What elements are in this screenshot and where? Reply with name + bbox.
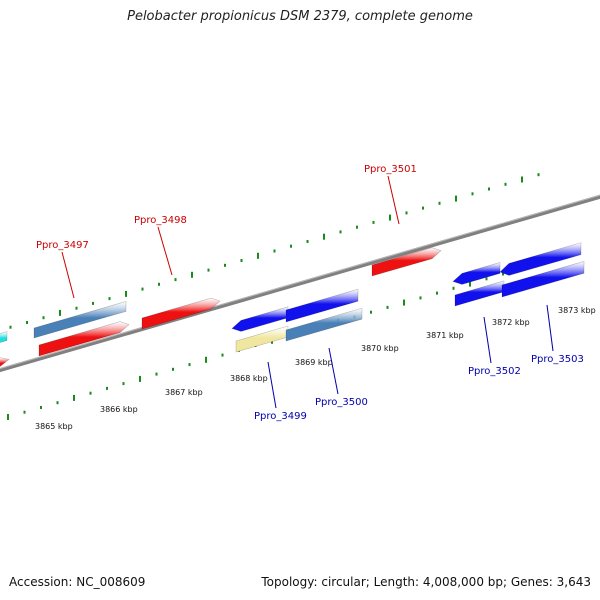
topology-summary: Topology: circular; Length: 4,008,000 bp… <box>261 575 591 589</box>
gene-label-ppro-3498: Ppro_3498 <box>134 215 187 226</box>
gene-reverse-arrow <box>231 306 289 332</box>
leader-line-ppro-3499 <box>267 361 277 409</box>
gene-ppro-3500-feature <box>285 307 363 342</box>
tick-label-3871: 3871 kbp <box>426 331 464 340</box>
gene-label-ppro-3501: Ppro_3501 <box>364 164 417 175</box>
gene-ppro-3502-feature <box>454 280 505 307</box>
gene-ppro-3498-feature <box>141 297 221 330</box>
gene-reverse-block <box>285 288 359 323</box>
leader-line-ppro-3498 <box>157 226 173 276</box>
tick-label-3870: 3870 kbp <box>361 344 399 353</box>
tick-label-3866: 3866 kbp <box>100 405 138 414</box>
genome-backbone-highlight <box>0 194 600 370</box>
gene-label-ppro-3502: Ppro_3502 <box>468 366 521 377</box>
tick-label-3865: 3865 kbp <box>35 422 73 431</box>
gene-partial-arrow <box>0 357 10 367</box>
gene-label-ppro-3497: Ppro_3497 <box>36 240 89 251</box>
leader-line-ppro-3502 <box>483 316 492 364</box>
gene-reverse-arrow <box>452 262 501 285</box>
tick-label-3868: 3868 kbp <box>230 374 268 383</box>
gene-forward-arrow <box>38 321 130 357</box>
tick-label-3872: 3872 kbp <box>492 318 530 327</box>
leader-line-ppro-3501 <box>387 175 400 225</box>
map-title: Pelobacter propionicus DSM 2379, complet… <box>127 9 473 24</box>
gene-ppro-3501-feature <box>371 247 442 277</box>
gene-ppro-3503-feature <box>501 260 585 298</box>
tick-label-3869: 3869 kbp <box>295 358 333 367</box>
gene-label-ppro-3503: Ppro_3503 <box>531 354 584 365</box>
gene-ppro-3499-feature <box>235 325 289 353</box>
gene-ppro-3497-feature <box>33 301 127 339</box>
accession-text: Accession: NC_008609 <box>9 575 146 589</box>
gene-label-ppro-3499: Ppro_3499 <box>254 411 307 422</box>
tick-label-3873: 3873 kbp <box>558 306 596 315</box>
leader-line-ppro-3500 <box>328 347 339 395</box>
gene-label-ppro-3500: Ppro_3500 <box>315 397 368 408</box>
gene-reverse-arrow <box>499 242 582 276</box>
leader-line-ppro-3497 <box>61 251 75 299</box>
genome-backbone <box>0 194 600 373</box>
gene-partial-cyan <box>0 331 8 343</box>
leader-line-ppro-3503 <box>546 304 554 352</box>
tick-label-3867: 3867 kbp <box>165 388 203 397</box>
